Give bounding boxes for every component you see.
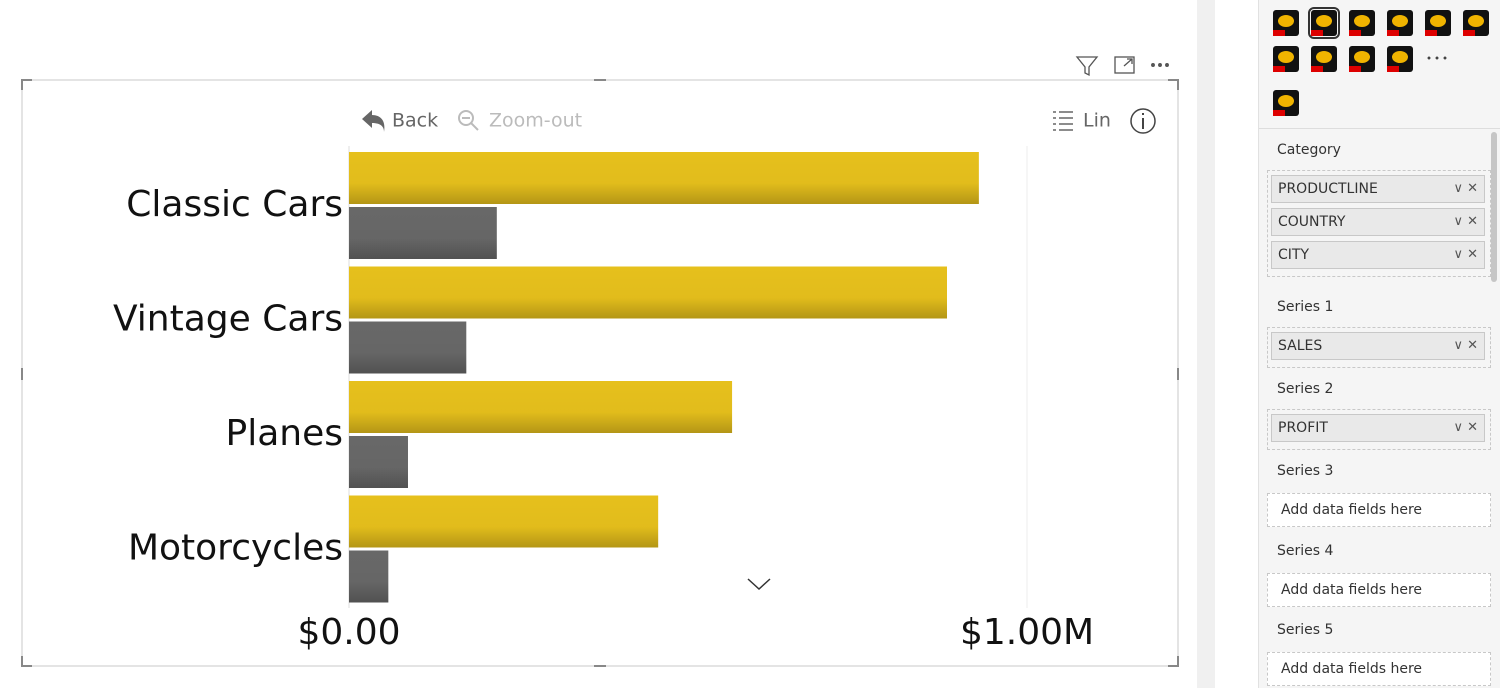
field-pill[interactable]: PRODUCTLINE ∨ ✕ [1271,175,1485,203]
icon-badge [1349,66,1361,72]
field-pill[interactable]: CITY ∨ ✕ [1271,241,1485,269]
field-name: PROFIT [1278,420,1328,436]
bar [349,152,979,204]
icon-badge [1273,110,1285,116]
section-label: Series 5 [1277,622,1334,638]
field-actions[interactable]: ∨ ✕ [1453,181,1478,196]
info-button[interactable] [1130,108,1156,134]
field-well [1267,170,1491,277]
visual-icon[interactable] [1463,10,1489,36]
icon-badge [1311,66,1323,72]
icon-glyph [1392,15,1408,27]
zoom-out-label: Zoom-out [489,110,582,132]
drill-chevron[interactable] [747,578,771,591]
field-actions[interactable]: ∨ ✕ [1453,214,1478,229]
icon-glyph [1354,15,1370,27]
icon-glyph [1468,15,1484,27]
visual-icon[interactable] [1349,46,1375,72]
field-name: COUNTRY [1278,214,1346,230]
icon-badge [1387,66,1399,72]
visual-icon[interactable] [1425,10,1451,36]
info-icon [1130,108,1156,134]
x-tick-label: $0.00 [297,612,400,653]
visual-icon[interactable] [1273,90,1299,116]
section-label: Series 2 [1277,381,1334,397]
icon-badge [1387,30,1399,36]
icon-glyph [1392,51,1408,63]
field-name: SALES [1278,338,1323,354]
zoom-out-button[interactable]: Zoom-out [458,110,582,132]
visual-icon[interactable] [1387,46,1413,72]
x-tick-label: $1.00M [960,612,1094,653]
bar [349,266,947,319]
field-name: PRODUCTLINE [1278,181,1378,197]
zoom-icon [458,110,474,126]
drop-zone[interactable]: Add data fields here [1267,493,1491,527]
section-label: Series 4 [1277,543,1334,559]
icon-glyph [1316,51,1332,63]
divider [1197,0,1215,688]
field-name: CITY [1278,247,1310,263]
back-icon [362,110,385,132]
field-pill[interactable]: PROFIT ∨ ✕ [1271,414,1485,442]
field-well [1267,327,1491,368]
visual-icon[interactable] [1311,46,1337,72]
back-button[interactable]: Back [362,110,438,133]
chart: Back Zoom-out Lin $0.00 $1.00M Classic Car… [21,56,1179,667]
bar [349,321,467,374]
field-actions[interactable]: ∨ ✕ [1453,338,1478,353]
y-tick-label: Planes [226,413,344,454]
field-well [1267,409,1491,450]
y-tick-label: Classic Cars [126,184,343,225]
field-pill[interactable]: COUNTRY ∨ ✕ [1271,208,1485,236]
icon-badge [1311,30,1323,36]
bar [349,550,389,603]
scrollbar [1491,132,1497,282]
visual-icon[interactable] [1349,10,1375,36]
bar [349,207,497,259]
back-label: Back [392,110,438,132]
icon-badge [1349,30,1361,36]
frame-handles [21,79,1179,667]
section-label: Series 1 [1277,299,1334,315]
section-label: Series 3 [1277,463,1334,479]
icon-badge [1463,30,1475,36]
visual-header-icons[interactable] [1075,56,1169,77]
bar [349,436,408,488]
drop-zone[interactable]: Add data fields here [1267,573,1491,607]
field-actions[interactable]: ∨ ✕ [1453,420,1478,435]
pane-rule [1259,128,1500,129]
visual-icon[interactable] [1273,46,1299,72]
icon-glyph [1278,95,1294,107]
field-actions[interactable]: ∨ ✕ [1453,247,1478,262]
icon-glyph [1354,51,1370,63]
visual-icon[interactable] [1308,7,1340,39]
icon-badge [1425,30,1437,36]
bar [349,495,659,548]
field-pill[interactable]: SALES ∨ ✕ [1271,332,1485,360]
scale-toggle[interactable]: Lin [1053,110,1111,132]
icon-glyph [1278,15,1294,27]
list-icon [1053,111,1073,131]
fields-pane: Category PRODUCTLINE ∨ ✕ COUNTRY ∨ ✕ CITY ∨ ✕ S… [1258,0,1500,688]
icon-badge [1273,30,1285,36]
visual-icon[interactable] [1387,10,1413,36]
y-tick-label: Motorcycles [128,528,343,569]
section-label: Category [1277,142,1341,158]
icon-glyph [1278,51,1294,63]
scale-label: Lin [1083,110,1111,132]
bar [349,381,733,433]
icon-badge [1273,66,1285,72]
icon-glyph [1316,15,1332,27]
icon-glyph [1430,15,1446,27]
visual-icon[interactable] [1273,10,1299,36]
drop-zone[interactable]: Add data fields here [1267,652,1491,686]
more-visuals[interactable] [1425,48,1451,62]
y-tick-label: Vintage Cars [113,299,343,340]
zoom-icon [462,117,479,131]
